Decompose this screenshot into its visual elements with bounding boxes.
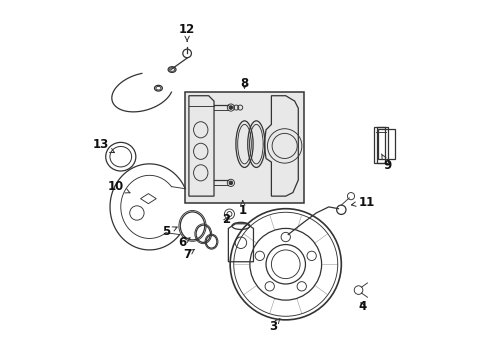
Text: 4: 4 — [358, 300, 366, 313]
Circle shape — [228, 106, 232, 109]
Text: 1: 1 — [238, 201, 246, 217]
Text: 3: 3 — [268, 318, 280, 333]
Text: 9: 9 — [381, 154, 391, 172]
Bar — [376, 127, 384, 163]
Bar — [377, 129, 394, 159]
Text: 5: 5 — [162, 225, 177, 238]
Text: 11: 11 — [351, 196, 374, 209]
Text: 6: 6 — [178, 236, 190, 249]
Text: 10: 10 — [108, 180, 130, 193]
Text: 2: 2 — [222, 213, 230, 226]
FancyBboxPatch shape — [185, 92, 303, 203]
Circle shape — [228, 181, 232, 185]
Text: 12: 12 — [179, 23, 195, 41]
Bar — [373, 127, 387, 163]
Text: 13: 13 — [92, 138, 114, 153]
Text: 8: 8 — [240, 77, 248, 90]
Text: 7: 7 — [183, 248, 194, 261]
